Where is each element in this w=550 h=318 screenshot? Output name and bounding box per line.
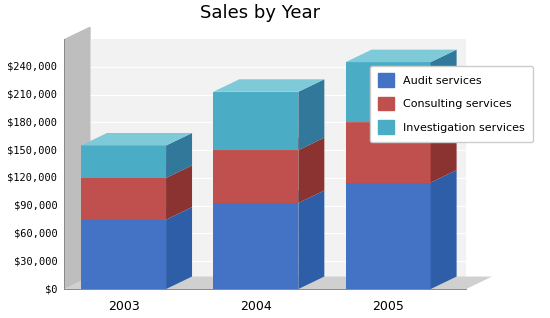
Polygon shape bbox=[213, 138, 324, 150]
Polygon shape bbox=[345, 110, 456, 122]
Polygon shape bbox=[64, 26, 90, 289]
Text: 2003: 2003 bbox=[108, 300, 139, 313]
Polygon shape bbox=[345, 50, 456, 62]
Polygon shape bbox=[298, 138, 324, 203]
Polygon shape bbox=[431, 50, 456, 122]
Polygon shape bbox=[298, 190, 324, 289]
Polygon shape bbox=[345, 183, 431, 289]
Polygon shape bbox=[81, 220, 166, 289]
Polygon shape bbox=[64, 277, 492, 289]
Text: $150,000: $150,000 bbox=[7, 145, 57, 155]
Polygon shape bbox=[298, 79, 324, 150]
Legend: Audit services, Consulting services, Investigation services: Audit services, Consulting services, Inv… bbox=[370, 66, 533, 142]
Polygon shape bbox=[166, 165, 192, 220]
Text: $60,000: $60,000 bbox=[14, 228, 57, 238]
Polygon shape bbox=[345, 62, 431, 122]
Text: $240,000: $240,000 bbox=[7, 62, 57, 72]
Polygon shape bbox=[213, 92, 298, 150]
Polygon shape bbox=[213, 203, 298, 289]
Polygon shape bbox=[345, 122, 431, 183]
Text: $0: $0 bbox=[45, 284, 57, 294]
Polygon shape bbox=[213, 190, 324, 203]
Polygon shape bbox=[213, 150, 298, 203]
Polygon shape bbox=[345, 170, 456, 183]
Polygon shape bbox=[81, 178, 166, 220]
Polygon shape bbox=[81, 165, 192, 178]
Polygon shape bbox=[81, 133, 192, 146]
Polygon shape bbox=[81, 146, 166, 178]
Polygon shape bbox=[64, 39, 466, 289]
Title: Sales by Year: Sales by Year bbox=[201, 4, 321, 22]
Text: $210,000: $210,000 bbox=[7, 90, 57, 100]
Text: 2004: 2004 bbox=[240, 300, 272, 313]
Text: $90,000: $90,000 bbox=[14, 201, 57, 211]
Text: 2005: 2005 bbox=[372, 300, 404, 313]
Text: $180,000: $180,000 bbox=[7, 117, 57, 127]
Text: $30,000: $30,000 bbox=[14, 256, 57, 266]
Polygon shape bbox=[213, 79, 324, 92]
Polygon shape bbox=[81, 207, 192, 220]
Text: $120,000: $120,000 bbox=[7, 173, 57, 183]
Polygon shape bbox=[166, 133, 192, 178]
Polygon shape bbox=[431, 110, 456, 183]
Polygon shape bbox=[431, 170, 456, 289]
Polygon shape bbox=[64, 26, 90, 289]
Polygon shape bbox=[166, 207, 192, 289]
